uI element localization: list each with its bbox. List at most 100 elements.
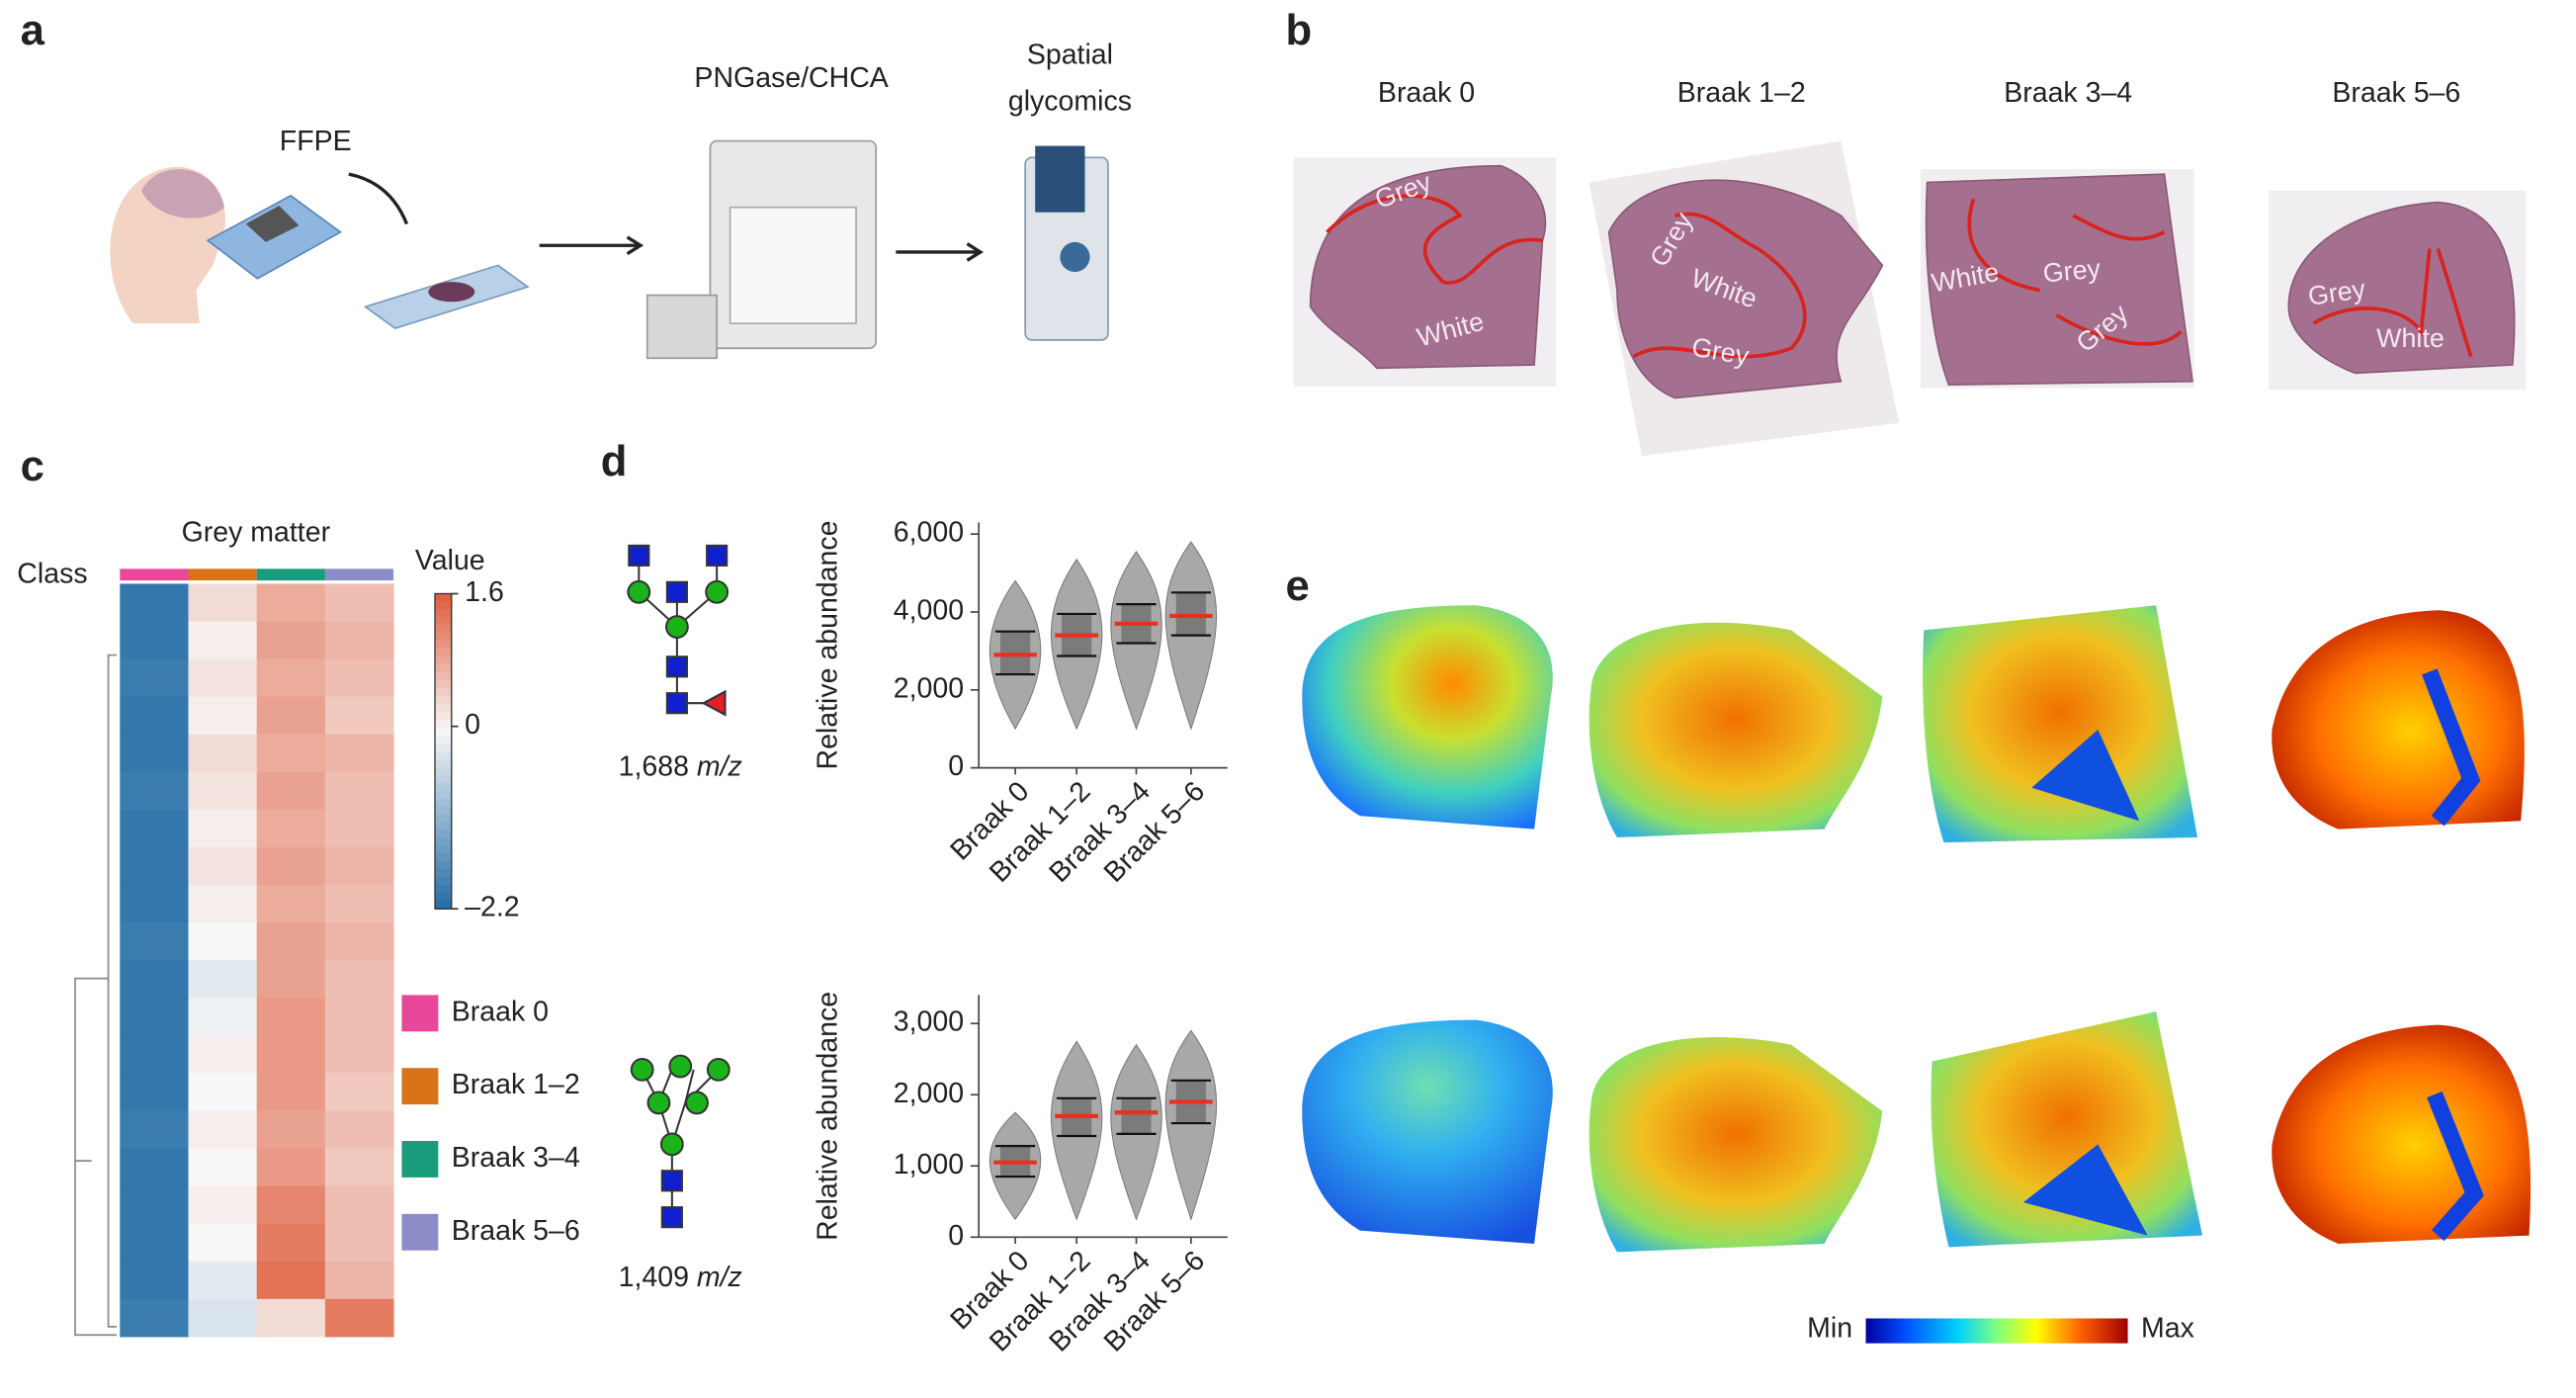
glcnac	[665, 655, 688, 678]
colorbar-step	[435, 743, 452, 752]
ms-detail	[1060, 241, 1090, 273]
violin-body	[1164, 1029, 1218, 1221]
glycan-image	[1923, 605, 2198, 843]
dendrogram	[74, 654, 117, 1337]
class-bar	[256, 568, 325, 581]
glycan-image	[1931, 1011, 2203, 1248]
heatmap-cell	[188, 583, 258, 623]
heatmap-cell	[120, 1298, 190, 1338]
colorbar-step	[435, 814, 452, 824]
mannose	[646, 1091, 671, 1115]
fucose	[701, 689, 727, 717]
heatmap-cell	[188, 1148, 258, 1187]
y-tick-label: 3,000	[894, 1006, 964, 1038]
heatmap-cell	[120, 1035, 190, 1074]
heatmap-cell	[120, 809, 190, 848]
colorbar-step	[435, 853, 452, 863]
glcnac	[665, 692, 688, 715]
mz-label: 1,409 m/z	[619, 1262, 742, 1293]
panel-label: c	[21, 443, 44, 490]
grey-white-boundary	[1326, 194, 1543, 285]
heatmap-cell	[120, 1148, 190, 1187]
step-label: Spatial	[1027, 40, 1113, 71]
heatmap-cell	[256, 771, 326, 811]
step-label: glycomics	[1008, 86, 1132, 118]
colorbar-title: Value	[415, 545, 485, 576]
heatmap-cell	[188, 1110, 258, 1150]
step-label: PNGase/CHCA	[694, 62, 888, 94]
heatmap-cell	[188, 885, 258, 923]
heatmap-cell	[324, 696, 394, 736]
tissue-section	[1309, 164, 1547, 370]
glcnac	[665, 580, 688, 603]
glcnac	[660, 1206, 683, 1229]
colorbar-step	[435, 601, 452, 611]
heatmap-cell	[188, 734, 258, 773]
heatmap-cell	[188, 998, 258, 1036]
heatmap-cell	[256, 885, 326, 923]
intensity-colorbar	[1865, 1318, 2128, 1344]
glycan-image	[2272, 1024, 2532, 1245]
legend-label: Braak 0	[452, 996, 549, 1027]
heatmap-cell	[324, 1223, 394, 1263]
mannose	[705, 579, 730, 604]
heatmap-cell	[324, 809, 394, 848]
pump-illustration	[645, 294, 718, 360]
glycan-structure	[627, 544, 730, 1229]
colorbar-frame	[434, 592, 453, 910]
heatmap-cell	[324, 922, 394, 961]
colorbar-step	[435, 782, 452, 792]
colorbar-step	[435, 806, 452, 816]
heatmap-cell	[120, 922, 190, 961]
brain-illustration	[141, 169, 224, 218]
region-label: White	[2376, 323, 2445, 353]
colorbar-tick-label: 1.6	[465, 576, 504, 608]
colorbar-step	[435, 641, 452, 651]
class-label: Class	[17, 559, 87, 590]
heatmap-cell	[256, 658, 326, 698]
heatmap-cell	[188, 846, 258, 886]
heatmap-cell	[188, 658, 258, 698]
colorbar-step	[435, 672, 452, 681]
colorbar-step	[435, 688, 452, 697]
class-bar	[188, 568, 257, 581]
colorbar-step	[435, 798, 452, 808]
colorbar-step	[435, 680, 452, 689]
column-title: Braak 3–4	[2004, 77, 2132, 109]
heatmap-cell	[256, 1148, 326, 1187]
colorbar-step	[435, 633, 452, 643]
heatmap-cell	[324, 1148, 394, 1187]
arrow	[539, 235, 644, 256]
heatmap-cell	[120, 960, 190, 999]
colorbar-step	[435, 766, 452, 776]
arrow	[896, 242, 985, 262]
grey-white-boundary	[2312, 248, 2473, 358]
arrow	[348, 172, 409, 225]
glcnac	[706, 544, 729, 567]
colorbar-step	[435, 750, 452, 760]
glycan-image-detail	[2422, 668, 2481, 827]
heatmap-cell	[120, 696, 190, 736]
colorbar-step	[435, 893, 452, 903]
legend-label: Braak 3–4	[452, 1142, 580, 1174]
tissue-section	[1925, 173, 2193, 386]
glcnac	[660, 1170, 683, 1192]
ms-top	[1035, 145, 1085, 213]
colorbar-step	[435, 861, 452, 871]
heatmap-cell	[120, 1261, 190, 1300]
colorbar-tick-label: 0	[465, 709, 480, 741]
heatmap-cell	[324, 1110, 394, 1150]
heatmap-cell	[188, 1298, 258, 1338]
heatmap-cell	[188, 960, 258, 999]
colorbar-step	[435, 774, 452, 784]
legend-swatch	[401, 1213, 439, 1251]
sprayer-window	[729, 206, 857, 324]
heatmap-cell	[324, 771, 394, 811]
mannose	[664, 615, 689, 639]
heatmap-cell	[256, 1035, 326, 1074]
heatmap-cell	[256, 621, 326, 660]
tissue-block	[245, 205, 300, 242]
heatmap-cell	[256, 734, 326, 773]
heatmap-cell	[120, 1223, 190, 1263]
colorbar-step	[435, 719, 452, 729]
